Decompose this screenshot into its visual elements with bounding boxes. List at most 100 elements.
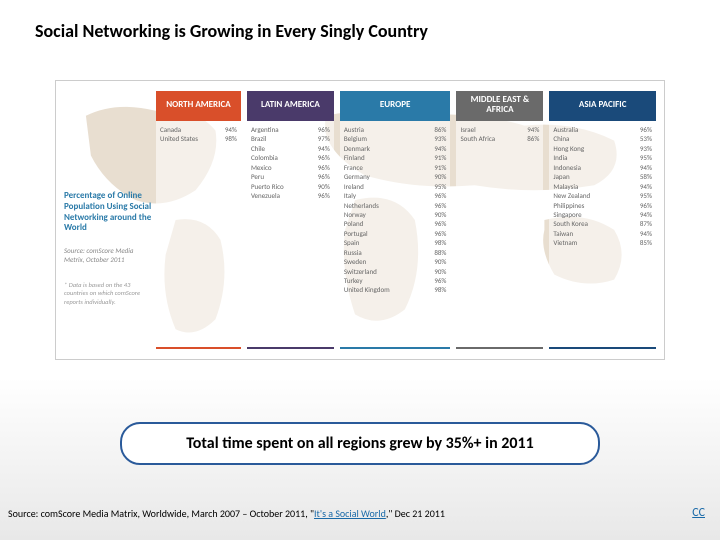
country-value: 96% [434,201,446,210]
country-row: United States98% [160,134,237,143]
country-value: 95% [434,182,446,191]
country-row: Netherlands96% [344,201,447,210]
country-value: 94% [640,210,652,219]
country-row: Mexico 96% [251,163,330,172]
country-value: 94% [640,182,652,191]
country-row: Argentina96% [251,125,330,134]
country-row: India95% [553,153,652,162]
country-value: 96% [318,191,330,200]
country-row: Norway90% [344,210,447,219]
country-row: China53% [553,134,652,143]
country-name: Finland [344,153,369,162]
country-row: Colombia96% [251,153,330,162]
country-value: 96% [318,172,330,181]
country-value: 98% [434,238,446,247]
source-prefix: Source: comScore Media Matrix, Worldwide… [8,507,314,520]
country-name: Germany [344,172,374,181]
source-suffix: ," Dec 21 2011 [386,507,445,520]
country-name: Japan [553,172,573,181]
country-value: 94% [225,125,237,134]
region-header: EUROPE [340,91,451,119]
country-row: Hong Kong 93% [553,144,652,153]
country-row: Denmark 94% [344,144,447,153]
country-value: 91% [434,163,446,172]
country-row: Sweden90% [344,257,447,266]
country-row: Spain98% [344,238,447,247]
country-row: Ireland95% [344,182,447,191]
country-name: Belgium [344,134,371,143]
country-row: Poland96% [344,219,447,228]
country-name: Peru [251,172,268,181]
country-name: Canada [160,125,185,134]
left-source: Source: comScore Media Metrix, October 2… [64,246,154,264]
country-value: 98% [434,285,446,294]
cc-link[interactable]: CC [692,506,705,520]
country-value: 85% [640,238,652,247]
country-name: Malaysia [553,182,582,191]
country-row: New Zealand95% [553,191,652,200]
country-name: United Kingdom [344,285,394,294]
country-name: Portugal [344,229,372,238]
country-row: South Africa86% [460,134,539,143]
country-row: South Korea87% [553,219,652,228]
country-value: 95% [640,153,652,162]
country-value: 90% [318,182,330,191]
country-row: Japan58% [553,172,652,181]
country-value: 93% [640,144,652,153]
country-row: Turkey96% [344,276,447,285]
country-name: Brazil [251,134,270,143]
country-value: 90% [434,210,446,219]
country-name: Philippines [553,201,588,210]
country-row: Austria86% [344,125,447,134]
country-row: Italy96% [344,191,447,200]
country-row: Switzerland90% [344,267,447,276]
country-name: Venezuela [251,191,284,200]
country-row: Brazil 97% [251,134,330,143]
country-name: New Zealand [553,191,594,200]
country-row: Australia96% [553,125,652,134]
region-column: Argentina96%Brazil97%Chile94%Colombia96%… [247,119,334,349]
region-column: Australia96%China53%Hong Kong 93%India95%… [549,119,656,349]
country-row: Canada 94% [160,125,237,134]
country-name: Hong Kong [553,144,588,153]
country-value: 53% [640,134,652,143]
country-name: Switzerland [344,267,381,276]
region-header: NORTH AMERICA [156,91,241,119]
country-value: 96% [434,229,446,238]
country-row: France91% [344,163,447,172]
country-name: Poland [344,219,367,228]
country-value: 93% [434,134,446,143]
country-row: Russia88% [344,248,447,257]
country-value: 94% [640,229,652,238]
country-name: Chile [251,144,269,153]
country-name: Argentina [251,125,283,134]
country-name: Indonesia [553,163,585,172]
country-name: Singapore [553,210,585,219]
country-row: Puerto Rico90% [251,182,330,191]
country-row: Finland91% [344,153,447,162]
country-row: Portugal 96% [344,229,447,238]
infographic-panel: Percentage of Online Population Using So… [55,80,665,360]
country-value: 96% [318,163,330,172]
country-name: Mexico [251,163,276,172]
region-columns: Canada94%United States98%Argentina96%Bra… [156,119,656,349]
country-value: 96% [318,153,330,162]
region-header: LATIN AMERICA [247,91,334,119]
country-name: Denmark [344,144,374,153]
left-caption: Percentage of Online Population Using So… [64,191,154,234]
country-name: Russia [344,248,366,257]
country-row: Peru 96% [251,172,330,181]
country-value: 94% [527,125,539,134]
country-name: Italy [344,191,360,200]
country-name: Austria [344,125,368,134]
region-column: Canada 94%United States98% [156,119,241,349]
country-value: 97% [318,134,330,143]
country-row: Taiwan94% [553,229,652,238]
country-value: 96% [640,125,652,134]
country-row: Venezuela 96% [251,191,330,200]
country-row: Chile94% [251,144,330,153]
country-value: 86% [527,134,539,143]
country-value: 94% [434,144,446,153]
source-link[interactable]: It's a Social World [314,507,386,520]
country-name: South Korea [553,219,592,228]
